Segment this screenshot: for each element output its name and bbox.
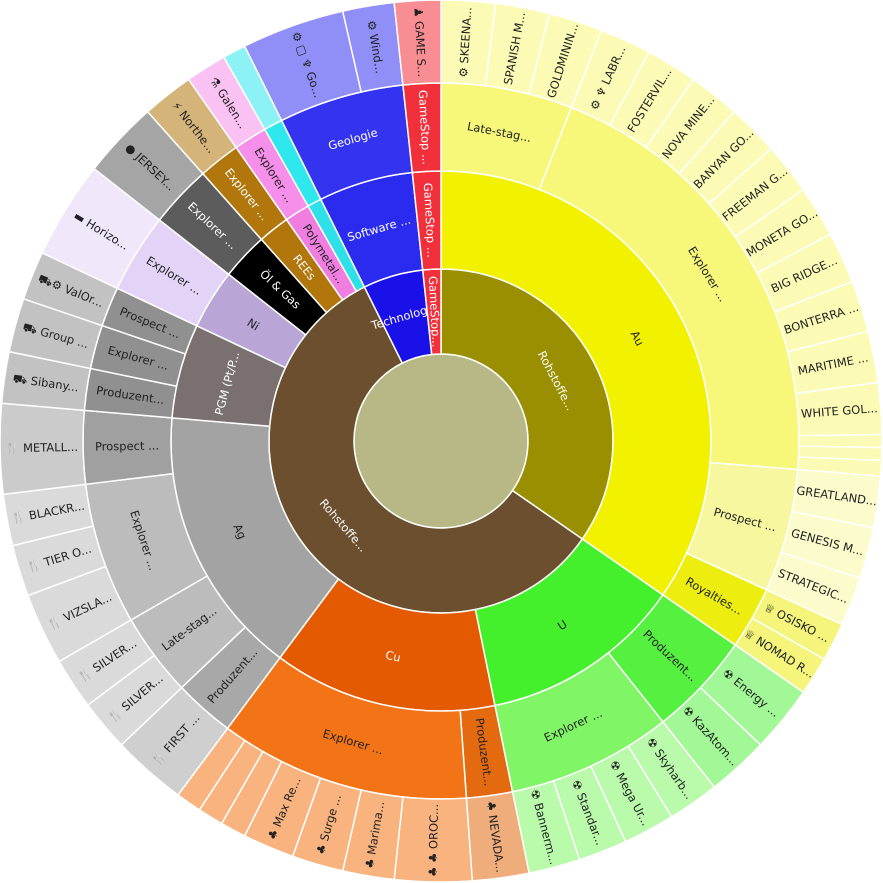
- sunburst-leaf-label: ⚙ SKEENA...: [456, 7, 474, 78]
- sunburst-segment-label: Au: [628, 328, 647, 348]
- sunburst-segment-label: GameStop ...: [416, 90, 434, 166]
- sunburst-segment-label: GameStop...: [426, 276, 444, 348]
- sunburst-segment-label: GameStop ...: [421, 182, 439, 258]
- sunburst-segment-d0-0[interactable]: [353, 353, 529, 529]
- sunburst-leaf-label: ♟ GAME S...: [411, 7, 429, 78]
- sunburst-segment-label: Ag: [230, 522, 249, 542]
- sunburst-segment-d4-91[interactable]: [393, 0, 442, 86]
- sunburst-segment-d4-18[interactable]: [798, 433, 883, 449]
- sunburst-leaf-label: 🍴 METALL...: [5, 440, 78, 455]
- sunburst-leaf-label: ♣ ♣ OROC...: [426, 804, 441, 877]
- sunburst-leaf-label: WHITE GOL...: [801, 401, 879, 421]
- sunburst-segment-label: Cu: [384, 648, 402, 665]
- sunburst-segment-label: Prospect ...: [95, 439, 159, 454]
